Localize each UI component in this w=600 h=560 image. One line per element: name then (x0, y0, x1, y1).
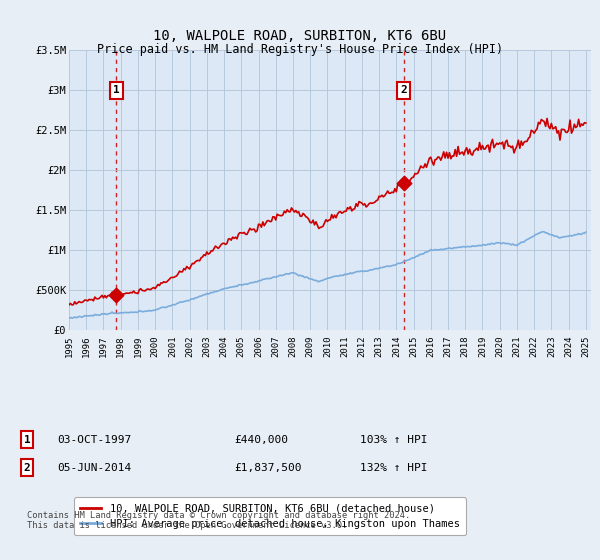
Text: 2: 2 (23, 463, 31, 473)
Text: 05-JUN-2014: 05-JUN-2014 (57, 463, 131, 473)
Text: £1,837,500: £1,837,500 (234, 463, 302, 473)
Text: 03-OCT-1997: 03-OCT-1997 (57, 435, 131, 445)
Text: 103% ↑ HPI: 103% ↑ HPI (360, 435, 427, 445)
Text: 1: 1 (113, 86, 120, 95)
Text: 10, WALPOLE ROAD, SURBITON, KT6 6BU: 10, WALPOLE ROAD, SURBITON, KT6 6BU (154, 29, 446, 44)
Point (112, 291, 121, 300)
Text: £440,000: £440,000 (234, 435, 288, 445)
Text: 2: 2 (400, 86, 407, 95)
Text: 132% ↑ HPI: 132% ↑ HPI (360, 463, 427, 473)
Text: Price paid vs. HM Land Registry's House Price Index (HPI): Price paid vs. HM Land Registry's House … (97, 43, 503, 56)
Text: Contains HM Land Registry data © Crown copyright and database right 2024.
This d: Contains HM Land Registry data © Crown c… (27, 511, 410, 530)
Text: 1: 1 (23, 435, 31, 445)
Point (399, 179, 409, 188)
Legend: 10, WALPOLE ROAD, SURBITON, KT6 6BU (detached house), HPI: Average price, detach: 10, WALPOLE ROAD, SURBITON, KT6 6BU (det… (74, 497, 466, 535)
